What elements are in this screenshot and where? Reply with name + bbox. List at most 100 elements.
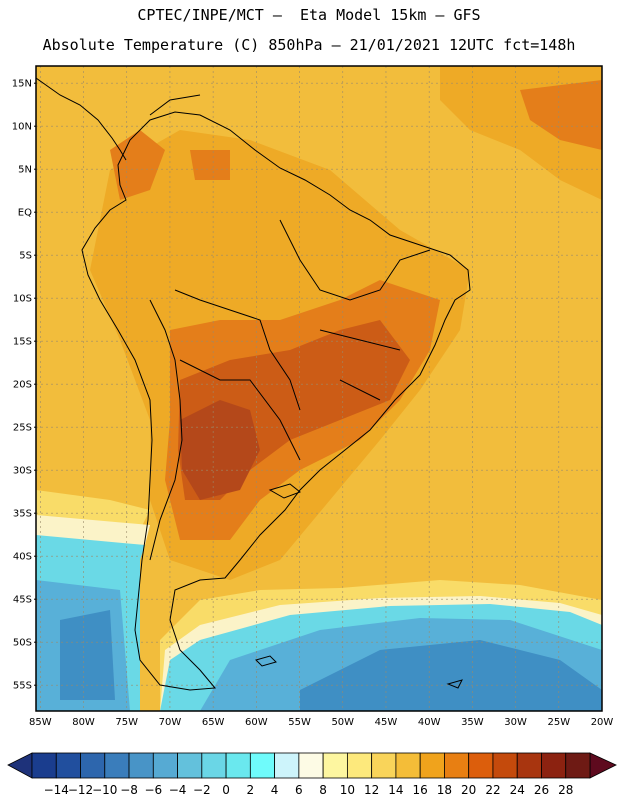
colorbar-swatch (516, 752, 542, 779)
latitude-label: 10N (12, 122, 32, 133)
field-atlantic-hot (520, 80, 602, 150)
colorbar-swatches (31, 752, 591, 779)
longitude-label: 75W (115, 717, 138, 728)
colorbar-label: 10 (340, 783, 355, 797)
field-north-hotspot (110, 130, 165, 200)
colorbar-swatch (80, 752, 106, 779)
colorbar-swatch (419, 752, 445, 779)
longitude-label: 80W (72, 717, 95, 728)
colorbar-labels: −14−12−10 −8 −6 −4 −2 0 2 4 6 8 10 12 14 16 18 20 22 24 26… (44, 783, 574, 797)
colorbar-label: 24 (510, 783, 525, 797)
latitude-label: 40S (13, 552, 32, 563)
caribbean-coast (149, 94, 201, 116)
colorbar-label: 12 (364, 783, 379, 797)
map-title: CPTEC/INPE/MCT – Eta Model 15km – GFS (137, 6, 481, 24)
latitude-label: 5N (18, 165, 32, 176)
colorbar-swatch (322, 752, 348, 779)
colorbar-swatch (104, 752, 130, 779)
colorbar-label: 8 (319, 783, 327, 797)
longitude-label: 60W (245, 717, 268, 728)
colorbar-swatch (128, 752, 154, 779)
longitude-label: 45W (375, 717, 398, 728)
colorbar-swatch (492, 752, 518, 779)
colorbar-swatch (395, 752, 421, 779)
colorbar-swatch (565, 752, 591, 779)
central-america-coastline (36, 77, 127, 161)
longitude-label: 50W (331, 717, 354, 728)
triangle-right-icon (589, 752, 617, 779)
colorbar-label: −10 (92, 783, 117, 797)
latitude-label: 5S (19, 251, 32, 262)
colorbar-label: 6 (295, 783, 303, 797)
latitude-label: 30S (13, 466, 32, 477)
field-pale-band-pacific (36, 515, 150, 545)
south-america-coastline (81, 111, 471, 691)
colorbar-label: −14 (44, 783, 69, 797)
longitude-labels: 85W 80W 75W 70W 65W 60W 55W 50W 45W 40W 35W 30W 25W 2… (29, 717, 613, 728)
longitude-label: 40W (418, 717, 441, 728)
field-deep-blue-atlantic (300, 640, 602, 711)
longitude-label: 25W (547, 717, 570, 728)
colorbar-swatch (201, 752, 227, 779)
brazil-states (279, 219, 431, 401)
south-georgia (446, 679, 463, 689)
colorbar-swatch (225, 752, 251, 779)
colorbar-swatch (541, 752, 567, 779)
latitude-label: 10S (13, 294, 32, 305)
colorbar-swatch (371, 752, 397, 779)
andes-border (149, 299, 183, 561)
colorbar-swatch (444, 752, 470, 779)
latitude-label: 15N (12, 79, 32, 90)
colorbar-label: −2 (193, 783, 211, 797)
latitude-label: 20S (13, 380, 32, 391)
triangle-left-icon (7, 752, 33, 779)
colorbar-label: −4 (169, 783, 187, 797)
latitude-label: 25S (13, 423, 32, 434)
longitude-label: 70W (159, 717, 182, 728)
colorbar-label: 22 (485, 783, 500, 797)
longitude-label: 55W (288, 717, 311, 728)
colorbar-label: 16 (413, 783, 428, 797)
longitude-label: 85W (29, 717, 52, 728)
colorbar-swatch (249, 752, 276, 779)
colorbar-label: −6 (144, 783, 162, 797)
colorbar-label: 26 (534, 783, 549, 797)
colorbar-label: 28 (558, 783, 573, 797)
colorbar-swatch (274, 752, 300, 779)
field-venezuela-hotspot (190, 150, 230, 180)
latitude-label: 45S (13, 595, 32, 606)
latitude-labels: 15N 10N 5N EQ 5S 10S 15S 20S 25S 30S 35S 40S 45S 50S 5… (12, 79, 36, 692)
temperature-field (36, 66, 602, 711)
colorbar: −14−12−10 −8 −6 −4 −2 0 2 4 6 8 10 12 14 16 18 20 22 24 26… (7, 752, 617, 797)
colorbar-label: 18 (437, 783, 452, 797)
colorbar-label: 2 (247, 783, 255, 797)
latitude-label: 15S (13, 337, 32, 348)
latitude-label: EQ (18, 208, 32, 219)
colorbar-swatch (298, 752, 324, 779)
longitude-label: 20W (591, 717, 614, 728)
longitude-label: 65W (202, 717, 225, 728)
field-hottest-core (180, 400, 260, 500)
rio-de-la-plata (268, 483, 301, 499)
argentina-border (179, 359, 301, 461)
colorbar-label: 20 (461, 783, 476, 797)
latitude-label: 50S (13, 638, 32, 649)
field-deep-blue-pacific (60, 610, 115, 700)
colorbar-label: 4 (271, 783, 279, 797)
coastlines (36, 77, 471, 691)
colorbar-label: 14 (388, 783, 403, 797)
latitude-label: 55S (13, 681, 32, 692)
latitude-label: 35S (13, 509, 32, 520)
longitude-label: 35W (461, 717, 484, 728)
colorbar-label: −12 (68, 783, 93, 797)
colorbar-swatch (152, 752, 178, 779)
colorbar-swatch (468, 752, 494, 779)
map-frame (35, 65, 603, 712)
colorbar-swatch (177, 752, 203, 779)
longitude-label: 30W (504, 717, 527, 728)
brazil-border-west (174, 289, 301, 411)
colorbar-label: −8 (120, 783, 138, 797)
malvinas (255, 655, 277, 667)
colorbar-swatch (31, 752, 57, 779)
